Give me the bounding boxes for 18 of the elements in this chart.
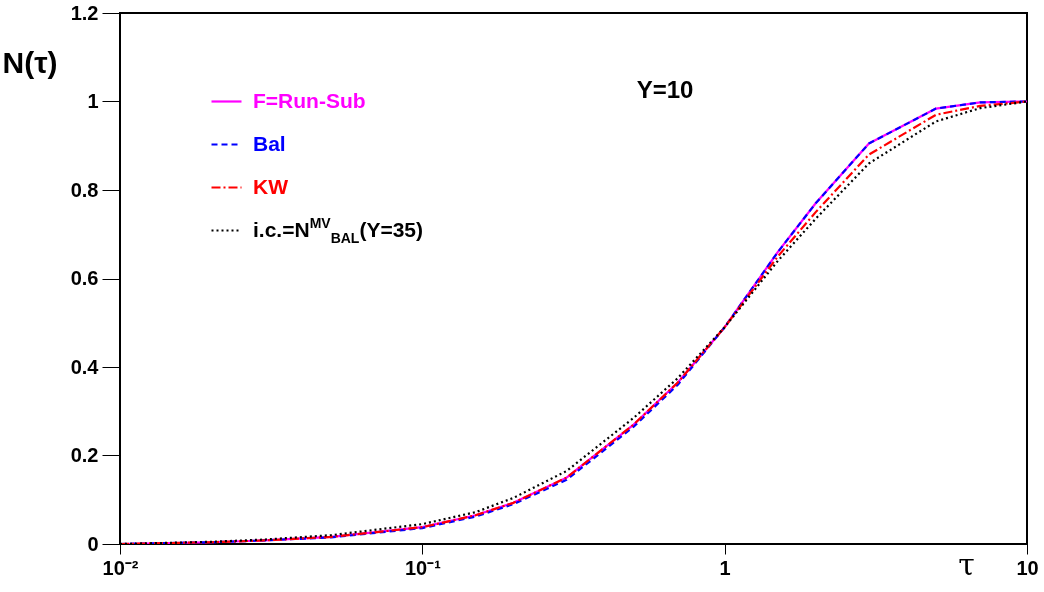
y-tick-label: 1: [87, 90, 99, 112]
y-axis-title: N(τ): [2, 45, 58, 79]
legend-label: i.c.=N$^{MV}$$_{BAL}$(Y=35): [253, 214, 424, 246]
y-tick-label: 0: [87, 532, 99, 555]
annotation: Y=10: [636, 76, 694, 103]
y-tick-label: 0.6: [70, 267, 99, 289]
legend-label: F=Run-Sub: [253, 88, 366, 112]
x-tick-label: 10: [1016, 556, 1039, 579]
y-tick-label: 1.2: [70, 1, 99, 24]
legend-label: KW: [253, 174, 289, 198]
x-tick-label: 1: [719, 556, 731, 579]
y-tick-label: 0.2: [70, 444, 99, 466]
x-axis-title: τ: [958, 546, 975, 582]
y-tick-label: 0.8: [70, 178, 99, 201]
x-tick-label: 10⁻²: [102, 556, 139, 579]
y-tick-label: 0.4: [70, 355, 100, 378]
x-tick-label: 10⁻¹: [404, 556, 442, 579]
legend-label: Bal: [253, 131, 286, 155]
